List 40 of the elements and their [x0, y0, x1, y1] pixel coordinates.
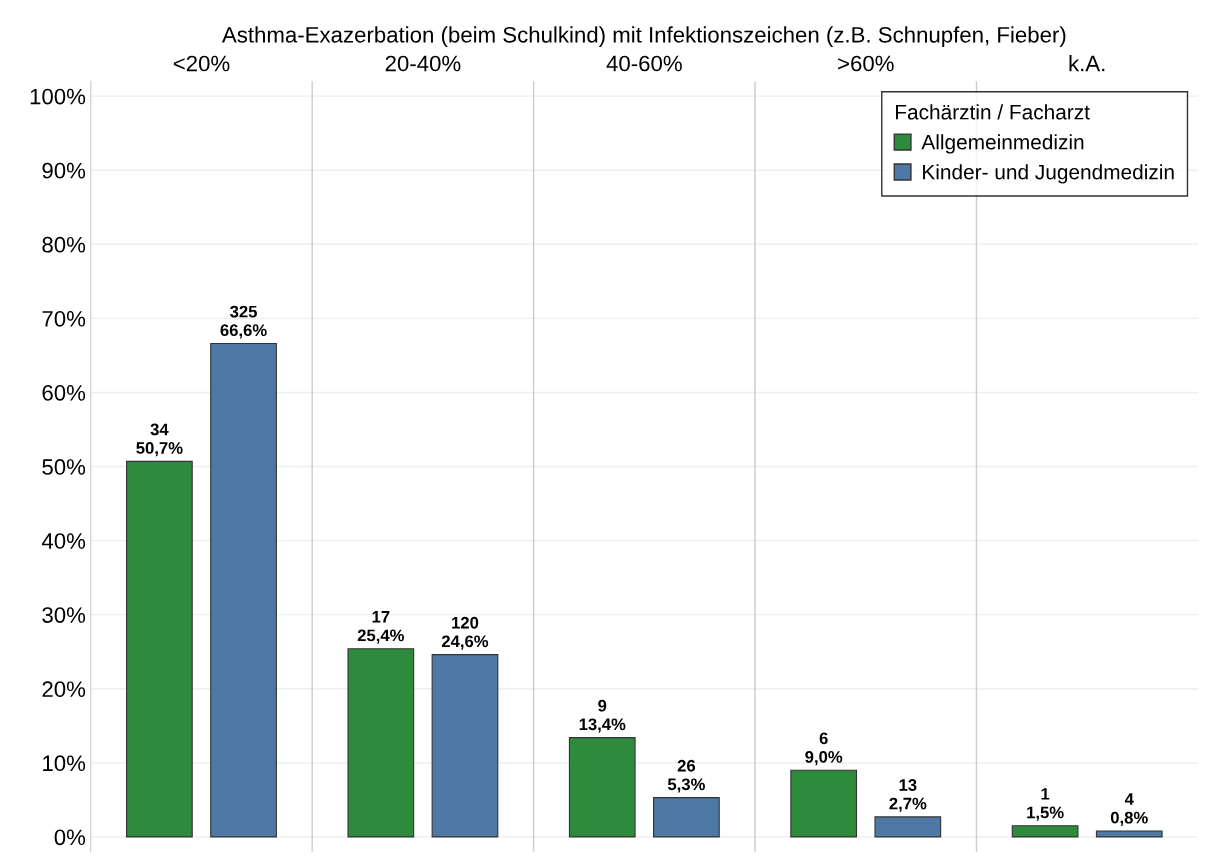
y-tick-label: 50%: [42, 459, 86, 475]
data-label: 9 13,4%: [579, 699, 626, 733]
y-tick-label: 10%: [43, 755, 86, 772]
x-tick-label: k.A.: [1069, 55, 1105, 72]
y-tick-label: 70%: [42, 310, 86, 327]
y-tick-label: 60%: [42, 384, 86, 401]
bar: [347, 648, 415, 838]
data-label: 17 25,4%: [357, 611, 405, 644]
y-tick-label: 0%: [54, 829, 86, 846]
data-label: 6 9,0%: [805, 732, 843, 766]
bar: [1095, 830, 1163, 838]
y-tick-label: 40%: [41, 533, 86, 549]
bar: [126, 460, 193, 838]
chart-title: Asthma-Exazerbation (beim Schulkind) mit Infektionszeichen (z.B. Schnupfen, Fieber): [221, 26, 1066, 48]
y-tick-label: 100%: [30, 88, 86, 105]
data-label: 34 50,7%: [136, 423, 183, 457]
data-label: 26 5,3%: [667, 759, 705, 793]
bar: [874, 816, 942, 838]
data-label: 120 24,6%: [441, 616, 489, 650]
bar: [431, 654, 499, 838]
bar: [1011, 825, 1079, 838]
x-tick-label: 40-60%: [606, 55, 682, 72]
x-tick-label: 20-40%: [385, 55, 461, 72]
bar: [790, 769, 858, 838]
bar: [568, 737, 636, 838]
data-label: 13 2,7%: [889, 779, 927, 812]
y-tick-label: 80%: [42, 236, 86, 253]
x-tick-label: >60%: [838, 55, 894, 72]
y-tick-label: 90%: [42, 162, 86, 179]
data-label: 1 1,5%: [1027, 788, 1064, 821]
legend-label: Kinder- und Jugendmedizin: [923, 164, 1174, 184]
y-tick-label: 30%: [42, 607, 86, 623]
data-label: 325 66,6%: [220, 305, 267, 339]
data-label: 4 0,8%: [1110, 793, 1148, 826]
legend-label: Allgemeinmedizin: [921, 134, 1084, 154]
bar: [210, 342, 277, 838]
x-tick-label: <20%: [173, 55, 230, 72]
bar: [653, 797, 720, 838]
y-tick-label: 20%: [42, 681, 86, 698]
legend-title: Fachärztin / Facharzt: [896, 104, 1090, 120]
